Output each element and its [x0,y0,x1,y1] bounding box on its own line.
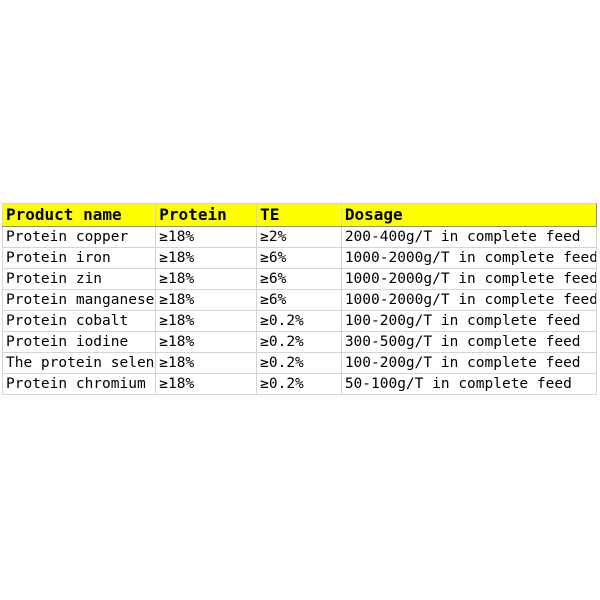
cell-te[interactable]: ≥0.2% [256,352,342,374]
header-protein[interactable]: Protein [155,203,258,227]
product-spec-table: Product name Protein TE Dosage Protein c… [1,203,598,395]
cell-te[interactable]: ≥6% [256,268,342,290]
table-row: Protein iron ≥18% ≥6% 1000-2000g/T in co… [1,247,598,269]
table-row: Protein iodine ≥18% ≥0.2% 300-500g/T in … [1,331,598,353]
table-row: Protein manganese ≥18% ≥6% 1000-2000g/T … [1,289,598,311]
header-te[interactable]: TE [256,203,342,227]
cell-protein[interactable]: ≥18% [155,226,258,248]
cell-dosage[interactable]: 1000-2000g/T in complete feed [340,289,598,311]
cell-dosage[interactable]: 100-200g/T in complete feed [340,352,598,374]
cell-dosage[interactable]: 1000-2000g/T in complete feed [340,247,598,269]
cell-protein[interactable]: ≥18% [155,268,258,290]
cell-product-name[interactable]: Protein cobalt [1,310,157,332]
cell-dosage[interactable]: 300-500g/T in complete feed [340,331,598,353]
cell-protein[interactable]: ≥18% [155,352,258,374]
cell-protein[interactable]: ≥18% [155,331,258,353]
table-row: Protein chromium ≥18% ≥0.2% 50-100g/T in… [1,373,598,395]
cell-te[interactable]: ≥0.2% [256,373,342,395]
table-row: Protein cobalt ≥18% ≥0.2% 100-200g/T in … [1,310,598,332]
cell-te[interactable]: ≥0.2% [256,331,342,353]
header-dosage[interactable]: Dosage [340,203,598,227]
cell-product-name[interactable]: Protein iodine [1,331,157,353]
table-row: Protein zin ≥18% ≥6% 1000-2000g/T in com… [1,268,598,290]
cell-dosage[interactable]: 200-400g/T in complete feed [340,226,598,248]
cell-protein[interactable]: ≥18% [155,310,258,332]
cell-product-name[interactable]: Protein chromium [1,373,157,395]
cell-product-name[interactable]: Protein iron [1,247,157,269]
header-row: Product name Protein TE Dosage [1,203,598,227]
cell-product-name[interactable]: Protein zin [1,268,157,290]
cell-protein[interactable]: ≥18% [155,373,258,395]
cell-te[interactable]: ≥0.2% [256,310,342,332]
cell-protein[interactable]: ≥18% [155,289,258,311]
cell-dosage[interactable]: 50-100g/T in complete feed [340,373,598,395]
cell-te[interactable]: ≥6% [256,289,342,311]
table-row: Protein copper ≥18% ≥2% 200-400g/T in co… [1,226,598,248]
table-row: The protein seleni ≥18% ≥0.2% 100-200g/T… [1,352,598,374]
cell-dosage[interactable]: 100-200g/T in complete feed [340,310,598,332]
cell-te[interactable]: ≥6% [256,247,342,269]
cell-product-name[interactable]: Protein copper [1,226,157,248]
cell-product-name[interactable]: Protein manganese [1,289,157,311]
header-product-name[interactable]: Product name [1,203,157,227]
cell-te[interactable]: ≥2% [256,226,342,248]
cell-protein[interactable]: ≥18% [155,247,258,269]
cell-dosage[interactable]: 1000-2000g/T in complete feed [340,268,598,290]
cell-product-name[interactable]: The protein seleni [1,352,157,374]
